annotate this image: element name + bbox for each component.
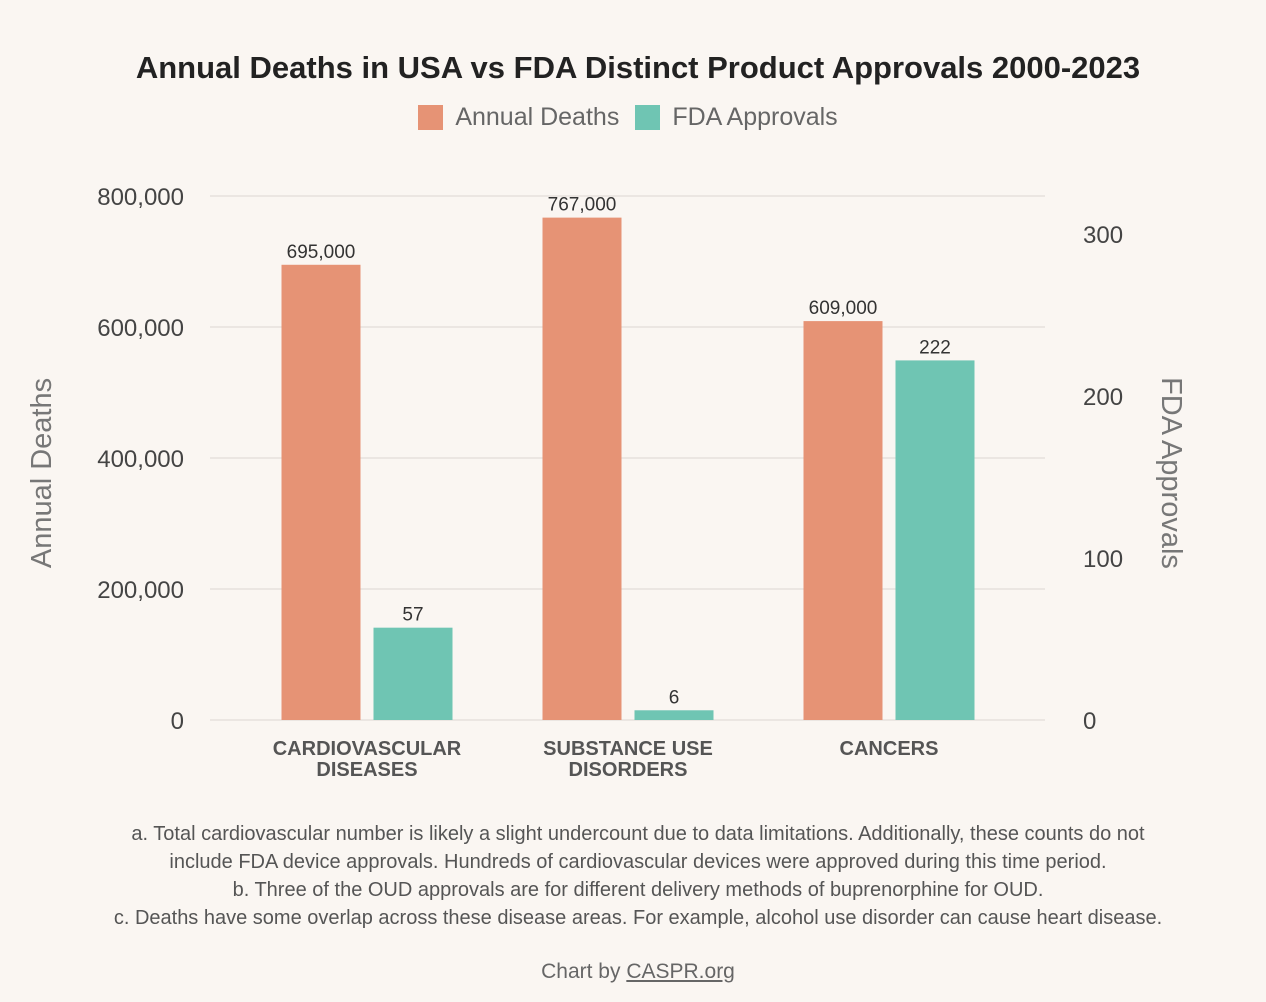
x-tick-label: SUBSTANCE USE [543,738,713,760]
bar-fda-approvals [634,710,714,720]
data-label: 6 [669,687,680,708]
y-axis-title: Annual Deaths [26,378,58,568]
bar-annual-deaths [803,321,883,720]
y-right-tick-label: 0 [1083,708,1096,735]
credit-prefix: Chart by [541,960,627,983]
y-right-tick-label: 100 [1083,546,1123,573]
y-right-tick-label: 300 [1083,222,1123,249]
legend-label: FDA Approvals [672,103,838,131]
x-tick-label: CANCERS [840,738,939,760]
credit: Chart by CASPR.org [0,960,1266,984]
x-tick-label: DISEASES [316,759,417,781]
legend-item-annual-deaths[interactable]: Annual Deaths [418,103,619,132]
legend-label: Annual Deaths [455,103,620,131]
bar-fda-approvals [373,627,453,720]
data-label: 222 [919,337,951,358]
footnote: c. Deaths have some overlap across these… [113,907,1163,929]
footnote: include FDA device approvals. Hundreds o… [169,851,1107,873]
y-tick-label: 800,000 [97,184,184,211]
chart-title: Annual Deaths in USA vs FDA Distinct Pro… [135,50,1141,85]
bar-annual-deaths [281,264,361,720]
y-right-tick-label: 200 [1083,384,1123,411]
footnote: a. Total cardiovascular number is likely… [131,823,1145,845]
data-label: 695,000 [287,242,356,263]
legend-swatch [635,105,661,130]
y-right-axis-title: FDA Approvals [1155,377,1187,569]
bar-annual-deaths [542,217,622,721]
legend-item-fda-approvals[interactable]: FDA Approvals [635,103,838,132]
y-tick-label: 600,000 [97,315,184,342]
y-tick-label: 400,000 [97,446,184,473]
data-label: 57 [402,605,423,626]
footnote: b. Three of the OUD approvals are for di… [232,879,1044,901]
y-tick-label: 0 [171,708,184,735]
data-label: 609,000 [809,298,878,319]
footnotes: a. Total cardiovascular number is likely… [0,820,1266,932]
x-tick-label: DISORDERS [569,759,688,781]
legend-swatch [418,105,444,130]
bar-fda-approvals [895,360,975,720]
caspr-link[interactable]: CASPR.org [626,960,735,983]
x-tick-label: CARDIOVASCULAR [273,738,462,760]
data-label: 767,000 [548,195,617,216]
y-tick-label: 200,000 [97,577,184,604]
legend: Annual Deaths FDA Approvals [0,103,1256,132]
